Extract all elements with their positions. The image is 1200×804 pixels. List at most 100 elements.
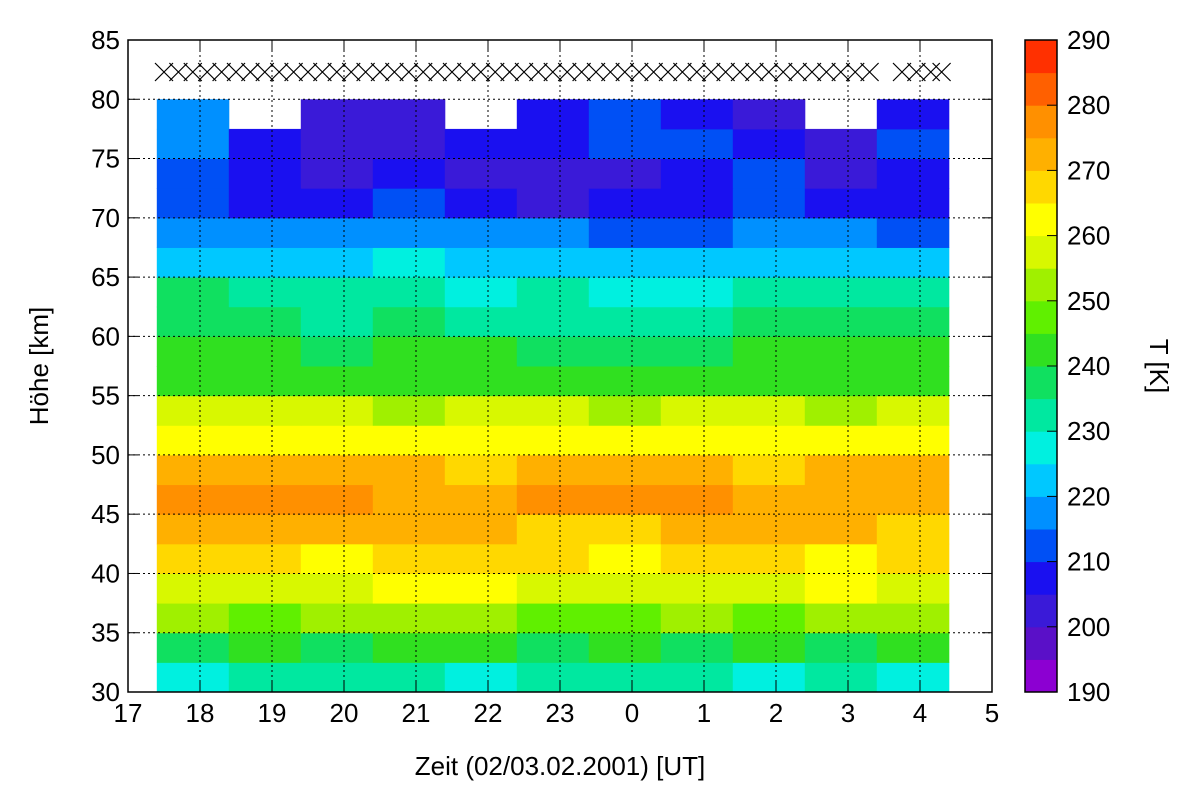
colorbar-swatch bbox=[1025, 72, 1057, 106]
heat-cell bbox=[372, 632, 446, 663]
heat-cell bbox=[804, 632, 878, 663]
heat-cell bbox=[876, 99, 950, 130]
colorbar-swatch bbox=[1025, 40, 1057, 74]
heat-cell bbox=[804, 543, 878, 574]
x-tick-label: 20 bbox=[330, 698, 359, 728]
colorbar-swatch bbox=[1025, 300, 1057, 334]
heat-cell bbox=[516, 573, 590, 604]
heat-cell bbox=[876, 454, 950, 486]
heat-cell bbox=[660, 484, 734, 515]
heat-cell bbox=[588, 128, 662, 160]
measurement-marker bbox=[701, 62, 721, 82]
heat-cell bbox=[300, 395, 374, 426]
x-tick-label: 23 bbox=[546, 698, 575, 728]
measurement-marker bbox=[456, 62, 476, 82]
heat-cell bbox=[156, 366, 230, 397]
measurement-marker bbox=[716, 62, 736, 82]
measurement-marker bbox=[629, 62, 649, 82]
measurement-marker bbox=[759, 62, 779, 82]
heat-cell bbox=[804, 514, 878, 545]
measurement-marker bbox=[255, 62, 275, 82]
y-axis-label: Höhe [km] bbox=[24, 307, 54, 426]
heat-cell bbox=[444, 188, 518, 219]
x-tick-label: 22 bbox=[474, 698, 503, 728]
heat-cell bbox=[732, 632, 806, 663]
y-tick-label: 30 bbox=[91, 677, 120, 707]
colorbar-tick-label: 240 bbox=[1067, 351, 1110, 381]
x-tick-label: 3 bbox=[841, 698, 855, 728]
heat-cell bbox=[804, 128, 878, 160]
heat-cell bbox=[660, 395, 734, 426]
heat-cell bbox=[588, 514, 662, 545]
measurement-marker bbox=[860, 62, 880, 82]
measurement-marker bbox=[658, 62, 678, 82]
heat-cell bbox=[588, 603, 662, 634]
heat-cell bbox=[516, 543, 590, 574]
heat-cell bbox=[372, 603, 446, 634]
heat-cell bbox=[876, 158, 950, 189]
heat-cell bbox=[588, 277, 662, 308]
heat-cell bbox=[300, 366, 374, 397]
heat-cell bbox=[156, 99, 230, 130]
heat-cell bbox=[228, 158, 302, 189]
measurement-marker bbox=[370, 62, 390, 82]
colorbar-swatch bbox=[1025, 529, 1057, 563]
heat-cell bbox=[516, 366, 590, 397]
heat-cell bbox=[876, 425, 950, 456]
heat-cell bbox=[732, 603, 806, 634]
heat-cell bbox=[660, 128, 734, 160]
heat-cell bbox=[516, 158, 590, 189]
heat-cell bbox=[588, 99, 662, 130]
heat-cell bbox=[660, 247, 734, 278]
heat-cell bbox=[228, 543, 302, 574]
heat-cell bbox=[516, 484, 590, 515]
heat-cell bbox=[588, 632, 662, 663]
heat-cell bbox=[372, 217, 446, 248]
heat-cell bbox=[660, 366, 734, 397]
heat-cell bbox=[588, 188, 662, 219]
colorbar-swatch bbox=[1025, 170, 1057, 204]
heat-cell bbox=[804, 336, 878, 367]
heat-cell bbox=[660, 454, 734, 486]
measurement-marker bbox=[644, 62, 664, 82]
heat-cell bbox=[228, 603, 302, 634]
colorbar-swatch bbox=[1025, 203, 1057, 237]
measurement-marker bbox=[485, 62, 505, 82]
heat-cell bbox=[732, 425, 806, 456]
heat-cell bbox=[588, 336, 662, 367]
heat-cell bbox=[660, 99, 734, 130]
heat-cell bbox=[228, 277, 302, 308]
heat-cell bbox=[876, 662, 950, 693]
measurement-marker bbox=[356, 62, 376, 82]
heat-cell bbox=[228, 454, 302, 486]
heat-cell bbox=[876, 514, 950, 545]
heat-cell bbox=[660, 188, 734, 219]
y-tick-label: 70 bbox=[91, 203, 120, 233]
heat-cell bbox=[372, 395, 446, 426]
heat-cell bbox=[444, 158, 518, 189]
heat-cell bbox=[516, 425, 590, 456]
heat-cell bbox=[516, 128, 590, 160]
heat-cell bbox=[732, 128, 806, 160]
measurement-marker bbox=[428, 62, 448, 82]
heat-cell bbox=[156, 306, 230, 337]
heat-cell bbox=[156, 395, 230, 426]
heat-cell bbox=[228, 247, 302, 278]
colorbar-swatch bbox=[1025, 594, 1057, 628]
measurement-marker bbox=[816, 62, 836, 82]
heat-cell bbox=[228, 366, 302, 397]
heat-cell bbox=[156, 603, 230, 634]
heat-cell bbox=[588, 158, 662, 189]
measurement-marker bbox=[312, 62, 332, 82]
heat-cell bbox=[516, 603, 590, 634]
heat-cell bbox=[516, 247, 590, 278]
heat-cell bbox=[660, 306, 734, 337]
heat-cell bbox=[516, 662, 590, 693]
heat-cell bbox=[660, 632, 734, 663]
heat-cell bbox=[300, 247, 374, 278]
x-tick-label: 0 bbox=[625, 698, 639, 728]
measurement-marker bbox=[442, 62, 462, 82]
colorbar-swatch bbox=[1025, 659, 1057, 693]
heat-cell bbox=[444, 277, 518, 308]
